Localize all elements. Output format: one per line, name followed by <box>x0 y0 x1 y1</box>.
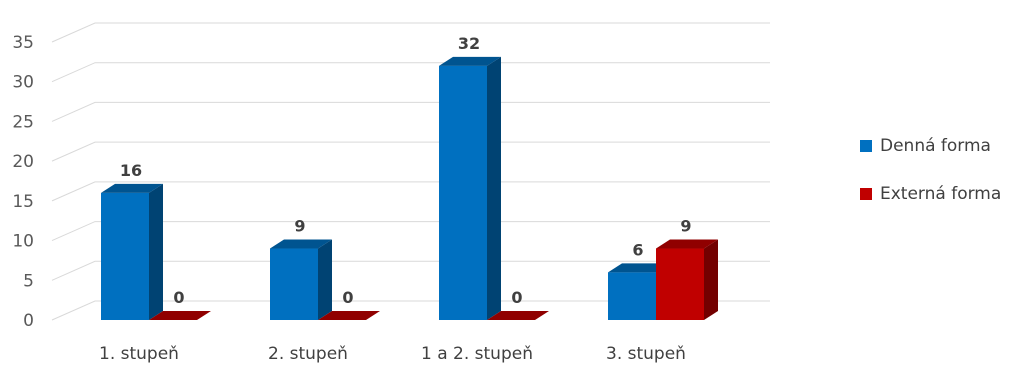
bar <box>270 239 332 320</box>
x-category-label: 1. stupeň <box>99 344 179 364</box>
gridline <box>51 300 770 321</box>
y-tick-label: 35 <box>12 33 34 53</box>
bar <box>656 239 718 320</box>
data-label: 0 <box>342 288 353 307</box>
data-label: 0 <box>511 288 522 307</box>
data-labels: 16 0 9 0 32 0 6 9 <box>120 34 692 307</box>
y-tick-label: 0 <box>23 311 34 331</box>
y-axis-ticks: 0 5 10 15 20 25 30 35 <box>12 33 34 331</box>
x-category-label: 2. stupeň <box>268 344 348 364</box>
legend-item-denna: Denná forma <box>860 134 1001 158</box>
gridlines <box>51 22 770 321</box>
y-tick-label: 30 <box>12 73 34 93</box>
legend-label-denna: Denná forma <box>880 136 991 156</box>
gridline <box>51 181 770 202</box>
x-category-label: 3. stupeň <box>606 344 686 364</box>
y-tick-label: 15 <box>12 192 34 212</box>
legend: Denná forma Externá forma <box>860 134 1001 230</box>
legend-item-externa: Externá forma <box>860 182 1001 206</box>
gridline <box>51 141 770 162</box>
gridline <box>51 101 770 122</box>
data-label: 0 <box>173 288 184 307</box>
y-tick-label: 10 <box>12 232 34 252</box>
gridline <box>51 221 770 242</box>
x-category-label: 1 a 2. stupeň <box>421 344 533 364</box>
x-axis-categories: 1. stupeň 2. stupeň 1 a 2. stupeň 3. stupeň <box>99 344 686 364</box>
data-label: 9 <box>680 217 691 236</box>
legend-label-externa: Externá forma <box>880 184 1002 204</box>
data-label: 9 <box>294 217 305 236</box>
bar <box>439 56 501 320</box>
gridline <box>51 260 770 281</box>
legend-swatch-externa <box>860 188 872 200</box>
bar <box>487 311 549 320</box>
legend-swatch-denna <box>860 140 872 152</box>
bar <box>101 183 163 320</box>
bars <box>101 56 718 320</box>
gridline <box>51 22 770 43</box>
data-label: 6 <box>632 240 643 259</box>
data-label: 32 <box>458 34 480 53</box>
bar <box>318 311 380 320</box>
y-tick-label: 25 <box>12 112 34 132</box>
data-label: 16 <box>120 161 142 180</box>
bar <box>149 311 211 320</box>
y-tick-label: 20 <box>12 152 34 172</box>
y-tick-label: 5 <box>23 271 34 291</box>
gridline <box>51 62 770 83</box>
